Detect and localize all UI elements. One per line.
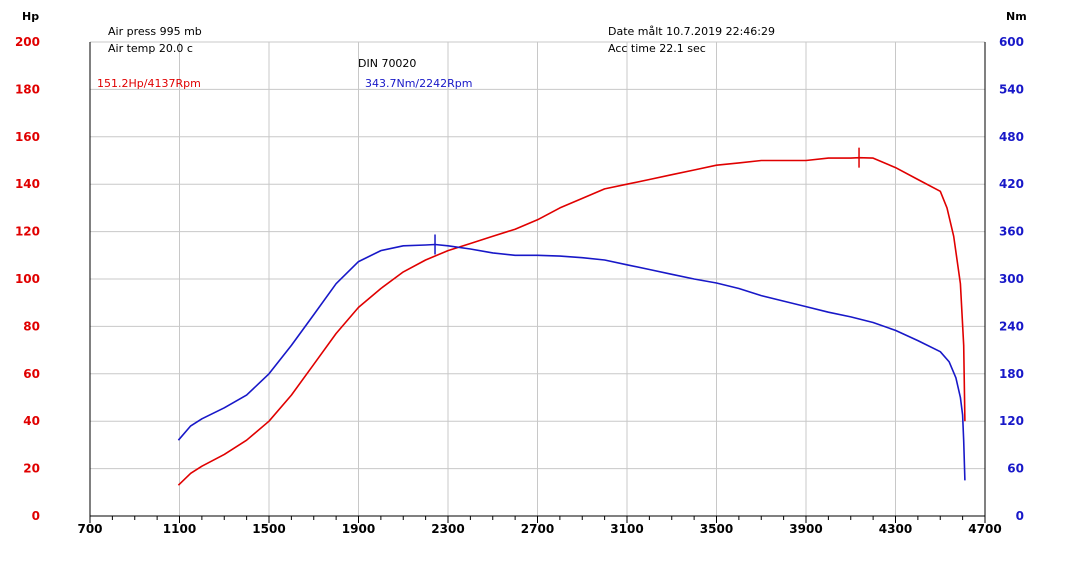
power-peak-label: 151.2Hp/4137Rpm (97, 77, 201, 90)
nm-tick-label: 300 (999, 272, 1024, 286)
air-press: Air press 995 mb (108, 25, 202, 38)
x-tick-label: 1100 (163, 522, 196, 536)
hp-tick-label: 200 (15, 35, 40, 49)
tick-labels: 700 1100 1500 1900 2300 2700 3100 3500 3900 4300 4… (15, 35, 1024, 536)
nm-tick-label: 240 (999, 319, 1024, 333)
nm-tick-label: 540 (999, 82, 1024, 96)
x-tick-label: 3100 (610, 522, 643, 536)
nm-tick-label: 420 (999, 177, 1024, 191)
x-tick-label: 3500 (700, 522, 733, 536)
torque-line (177, 243, 966, 481)
series-layer (177, 147, 966, 486)
standard-label: DIN 70020 (358, 57, 416, 70)
hp-tick-label: 60 (23, 367, 40, 381)
axes (89, 42, 986, 523)
grid (90, 41, 985, 516)
hp-unit-label: Hp (22, 10, 39, 23)
nm-unit-label: Nm (1006, 10, 1027, 23)
hp-tick-label: 80 (23, 319, 40, 333)
nm-tick-label: 180 (999, 367, 1024, 381)
x-tick-label: 2300 (431, 522, 464, 536)
hp-tick-label: 120 (15, 225, 40, 239)
nm-tick-label: 480 (999, 130, 1024, 144)
hp-tick-label: 160 (15, 130, 40, 144)
x-tick-label: 2700 (521, 522, 554, 536)
nm-tick-label: 60 (1007, 462, 1024, 476)
x-tick-label: 1500 (252, 522, 285, 536)
hp-tick-label: 100 (15, 272, 40, 286)
x-tick-label: 4700 (968, 522, 1001, 536)
hp-tick-label: 40 (23, 414, 40, 428)
hp-tick-label: 20 (23, 462, 40, 476)
air-temp: Air temp 20.0 c (108, 42, 193, 55)
acc-time: Acc time 22.1 sec (608, 42, 706, 55)
x-tick-label: 4300 (879, 522, 912, 536)
hp-tick-label: 140 (15, 177, 40, 191)
torque-peak-label: 343.7Nm/2242Rpm (365, 77, 472, 90)
hp-tick-label: 0 (32, 509, 40, 523)
nm-tick-label: 360 (999, 225, 1024, 239)
nm-tick-label: 120 (999, 414, 1024, 428)
nm-tick-label: 600 (999, 35, 1024, 49)
power-line (177, 156, 966, 486)
nm-tick-label: 0 (1016, 509, 1024, 523)
x-tick-label: 3900 (789, 522, 822, 536)
date-measured: Date målt 10.7.2019 22:46:29 (608, 25, 775, 38)
x-tick-label: 1900 (342, 522, 375, 536)
hp-tick-label: 180 (15, 82, 40, 96)
x-tick-label: 700 (77, 522, 102, 536)
